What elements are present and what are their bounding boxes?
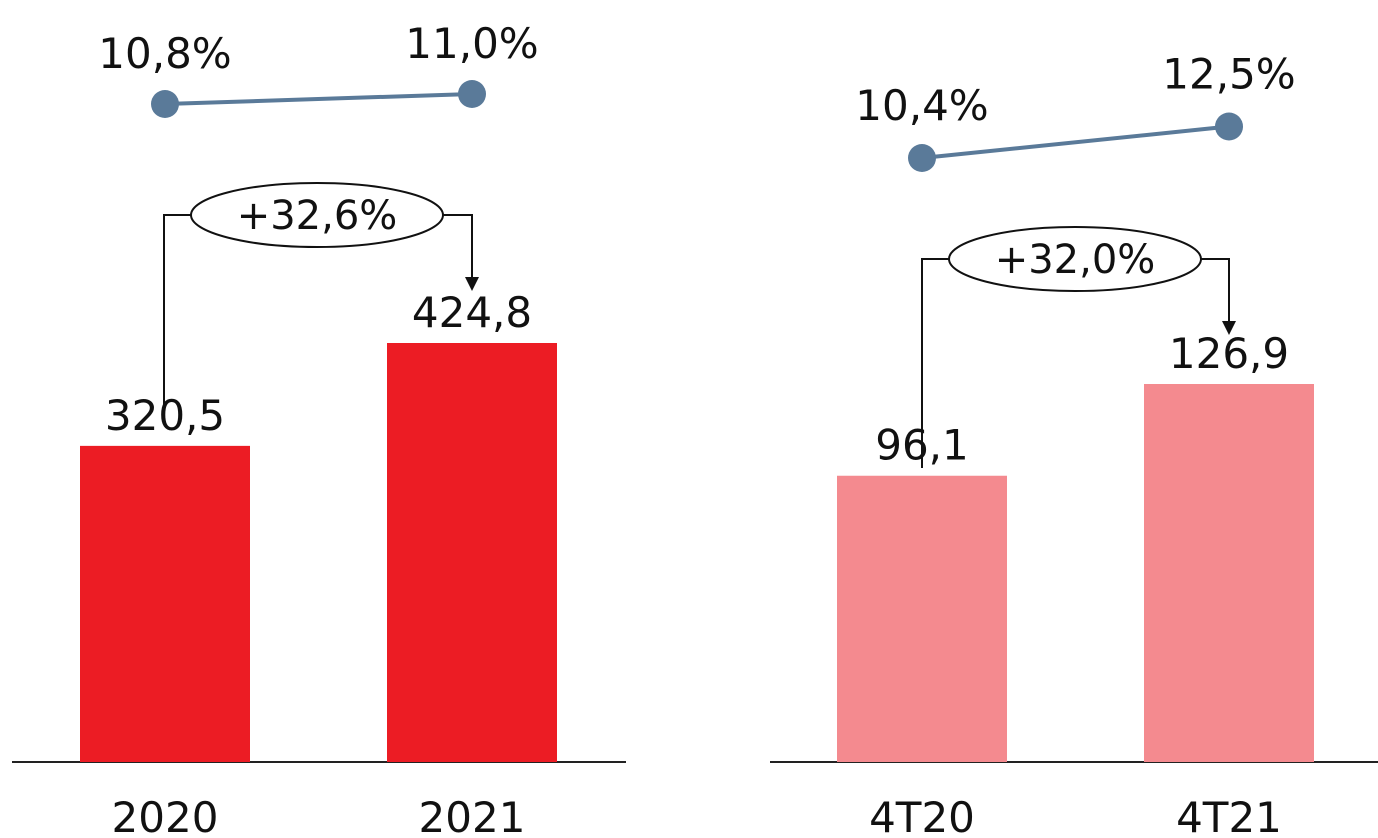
chart-panel-annual: 320,5 424,8 2020 2021 10,8% 11,0% +32,6% [12,19,626,838]
margin-label-2020: 10,8% [98,29,231,78]
margin-point-2020 [151,90,179,118]
margin-label-2021: 11,0% [405,19,538,68]
margin-label-4T21: 12,5% [1162,50,1295,99]
bar-2021 [387,343,557,762]
bar-value-label-2021: 424,8 [412,288,532,337]
change-annotation-label: +32,0% [995,237,1156,283]
change-arrowhead [465,277,479,291]
x-tick-label-2021: 2021 [419,793,526,838]
margin-line-series [164,92,473,106]
margin-label-4T20: 10,4% [855,81,988,130]
change-arrowhead [1222,321,1236,335]
change-annotation-label: +32,6% [237,193,398,239]
bar-value-label-4T21: 126,9 [1169,329,1289,378]
margin-point-4T20 [908,144,936,172]
x-tick-label-4T21: 4T21 [1176,793,1282,838]
bar-4T20 [837,475,1007,762]
change-ellipse [948,226,1202,292]
x-tick-label-2020: 2020 [112,793,219,838]
chart-panel-quarterly: 96,1 126,9 4T20 4T21 10,4% 12,5% +32,0% [770,50,1378,838]
margin-point-4T21 [1215,112,1243,141]
bar-2020 [80,445,250,762]
bar-4T21 [1144,384,1314,762]
margin-point-2021 [458,80,486,108]
margin-line-series [921,124,1230,160]
x-tick-label-4T20: 4T20 [869,793,975,838]
change-ellipse [190,182,444,248]
